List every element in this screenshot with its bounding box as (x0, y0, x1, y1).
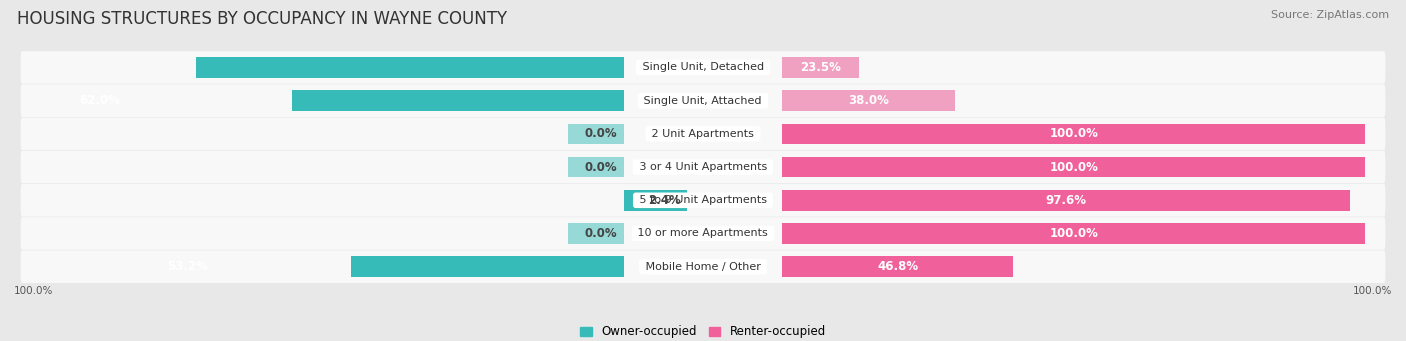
Text: 100.0%: 100.0% (1049, 227, 1098, 240)
FancyBboxPatch shape (21, 85, 1385, 117)
FancyBboxPatch shape (21, 151, 1385, 183)
Text: 10 or more Apartments: 10 or more Apartments (634, 228, 772, 238)
Bar (783, 57, 859, 78)
Text: 38.0%: 38.0% (848, 94, 889, 107)
FancyBboxPatch shape (21, 184, 1385, 217)
Bar (197, 57, 623, 78)
Text: 2.4%: 2.4% (648, 194, 681, 207)
Text: 53.2%: 53.2% (167, 260, 208, 273)
Bar (623, 190, 688, 211)
Text: 62.0%: 62.0% (80, 94, 121, 107)
Bar (783, 123, 1365, 144)
Bar (568, 223, 623, 244)
Text: 23.5%: 23.5% (800, 61, 841, 74)
Text: 100.0%: 100.0% (1353, 286, 1392, 296)
Text: Source: ZipAtlas.com: Source: ZipAtlas.com (1271, 10, 1389, 20)
Text: 2 Unit Apartments: 2 Unit Apartments (648, 129, 758, 139)
Bar (783, 256, 1012, 277)
Text: 0.0%: 0.0% (585, 128, 617, 140)
Text: 0.0%: 0.0% (585, 227, 617, 240)
Bar (783, 190, 1350, 211)
Text: HOUSING STRUCTURES BY OCCUPANCY IN WAYNE COUNTY: HOUSING STRUCTURES BY OCCUPANCY IN WAYNE… (17, 10, 508, 28)
Text: Single Unit, Attached: Single Unit, Attached (641, 96, 765, 106)
Text: 0.0%: 0.0% (585, 161, 617, 174)
Text: 100.0%: 100.0% (1049, 161, 1098, 174)
Text: Mobile Home / Other: Mobile Home / Other (641, 262, 765, 272)
Bar (350, 256, 623, 277)
Text: 3 or 4 Unit Apartments: 3 or 4 Unit Apartments (636, 162, 770, 172)
Bar (292, 90, 623, 111)
Bar (783, 90, 955, 111)
Bar (568, 123, 623, 144)
Text: 100.0%: 100.0% (1049, 128, 1098, 140)
FancyBboxPatch shape (21, 51, 1385, 84)
Bar (783, 223, 1365, 244)
Text: 100.0%: 100.0% (14, 286, 53, 296)
Text: 97.6%: 97.6% (1046, 194, 1087, 207)
Bar (568, 157, 623, 177)
Text: Single Unit, Detached: Single Unit, Detached (638, 62, 768, 73)
Text: 46.8%: 46.8% (877, 260, 918, 273)
Text: 5 to 9 Unit Apartments: 5 to 9 Unit Apartments (636, 195, 770, 205)
FancyBboxPatch shape (21, 118, 1385, 150)
Bar (783, 157, 1365, 177)
FancyBboxPatch shape (21, 250, 1385, 283)
FancyBboxPatch shape (21, 217, 1385, 250)
Legend: Owner-occupied, Renter-occupied: Owner-occupied, Renter-occupied (575, 321, 831, 341)
